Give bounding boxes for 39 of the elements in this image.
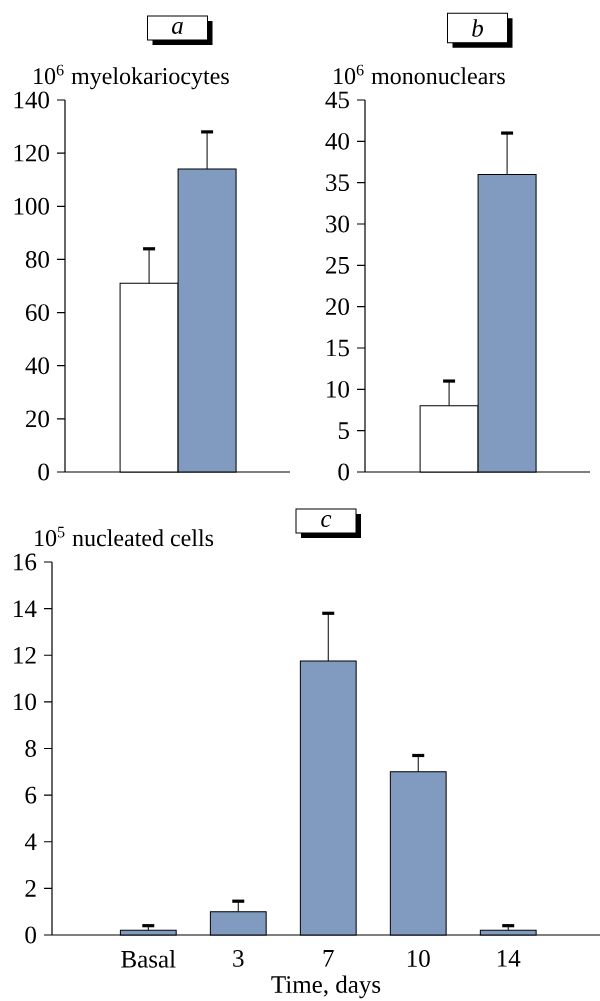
x-axis-title: Time, days [271, 975, 381, 999]
y-tick-label: 5 [338, 422, 349, 439]
y-tick-label: 40 [325, 132, 349, 150]
y-tick-label: 100 [14, 197, 49, 215]
y-tick-label: 2 [25, 880, 36, 897]
x-tick-label: 10 [407, 950, 430, 967]
x-tick-label: Basal [121, 950, 176, 968]
y-tick-label: 12 [14, 646, 36, 664]
y-tick-label: 16 [14, 553, 37, 571]
y-tick-label: 10 [327, 380, 349, 398]
y-tick-label: 40 [25, 357, 49, 375]
y-tick-label: 10 [14, 693, 36, 711]
y-tick-label: 60 [26, 304, 49, 322]
y-tick-label: 14 [14, 600, 37, 617]
y-tick-label: 4 [24, 833, 37, 850]
y-axis-title: 10$^{6}$ mononuclears [334, 64, 505, 85]
x-tick-label: 14 [497, 950, 521, 967]
x-tick-label: 3 [233, 950, 244, 967]
y-tick-label: 140 [14, 91, 49, 109]
y-tick-label: 20 [326, 298, 349, 316]
y-tick-label: 80 [25, 250, 49, 268]
y-tick-label: 35 [326, 174, 349, 192]
chart-title: a [172, 21, 183, 34]
y-tick-label: 0 [25, 926, 36, 944]
y-tick-label: 8 [25, 740, 36, 757]
y-tick-label: 6 [25, 786, 37, 804]
y-axis-title: 10$^{5}$ nucleated cells [35, 526, 214, 547]
y-tick-label: 120 [14, 144, 49, 162]
y-tick-label: 25 [326, 256, 349, 274]
y-axis-title: 10$^{6}$ myelokariocytes [34, 64, 229, 90]
y-tick-label: 0 [338, 463, 349, 481]
y-tick-label: 15 [327, 339, 349, 357]
chart-title: b [472, 19, 483, 37]
chart-title: c [321, 514, 332, 528]
y-tick-label: 45 [325, 91, 349, 109]
y-tick-label: 30 [326, 215, 349, 233]
y-tick-label: 20 [26, 410, 49, 428]
x-tick-label: 7 [323, 950, 334, 967]
y-tick-label: 0 [38, 463, 49, 481]
